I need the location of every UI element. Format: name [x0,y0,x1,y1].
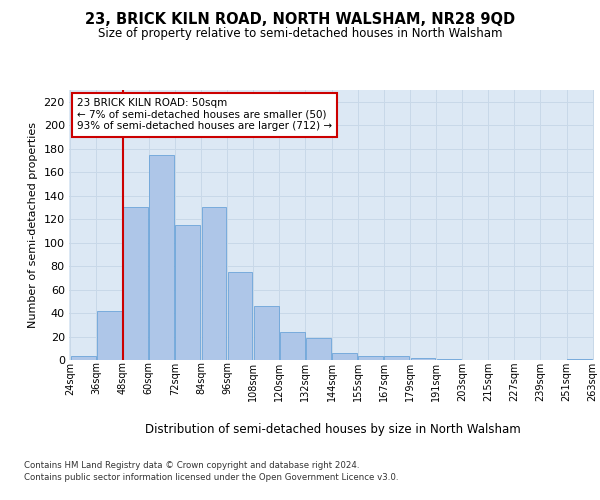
Bar [385,356,409,360]
Bar [437,359,461,360]
Text: 23, BRICK KILN ROAD, NORTH WALSHAM, NR28 9QD: 23, BRICK KILN ROAD, NORTH WALSHAM, NR28… [85,12,515,28]
Text: Contains HM Land Registry data © Crown copyright and database right 2024.: Contains HM Land Registry data © Crown c… [24,460,359,469]
Text: Distribution of semi-detached houses by size in North Walsham: Distribution of semi-detached houses by … [145,422,521,436]
Bar [254,306,278,360]
Bar [227,272,253,360]
Bar [175,225,200,360]
Bar [280,332,305,360]
Bar [410,358,436,360]
Text: Size of property relative to semi-detached houses in North Walsham: Size of property relative to semi-detach… [98,28,502,40]
Bar [567,359,592,360]
Bar [123,208,148,360]
Text: 23 BRICK KILN ROAD: 50sqm
← 7% of semi-detached houses are smaller (50)
93% of s: 23 BRICK KILN ROAD: 50sqm ← 7% of semi-d… [77,98,332,132]
Text: Contains public sector information licensed under the Open Government Licence v3: Contains public sector information licen… [24,473,398,482]
Bar [71,356,96,360]
Bar [332,353,357,360]
Bar [202,208,226,360]
Y-axis label: Number of semi-detached properties: Number of semi-detached properties [28,122,38,328]
Bar [306,338,331,360]
Bar [358,356,383,360]
Bar [97,310,122,360]
Bar [149,154,174,360]
